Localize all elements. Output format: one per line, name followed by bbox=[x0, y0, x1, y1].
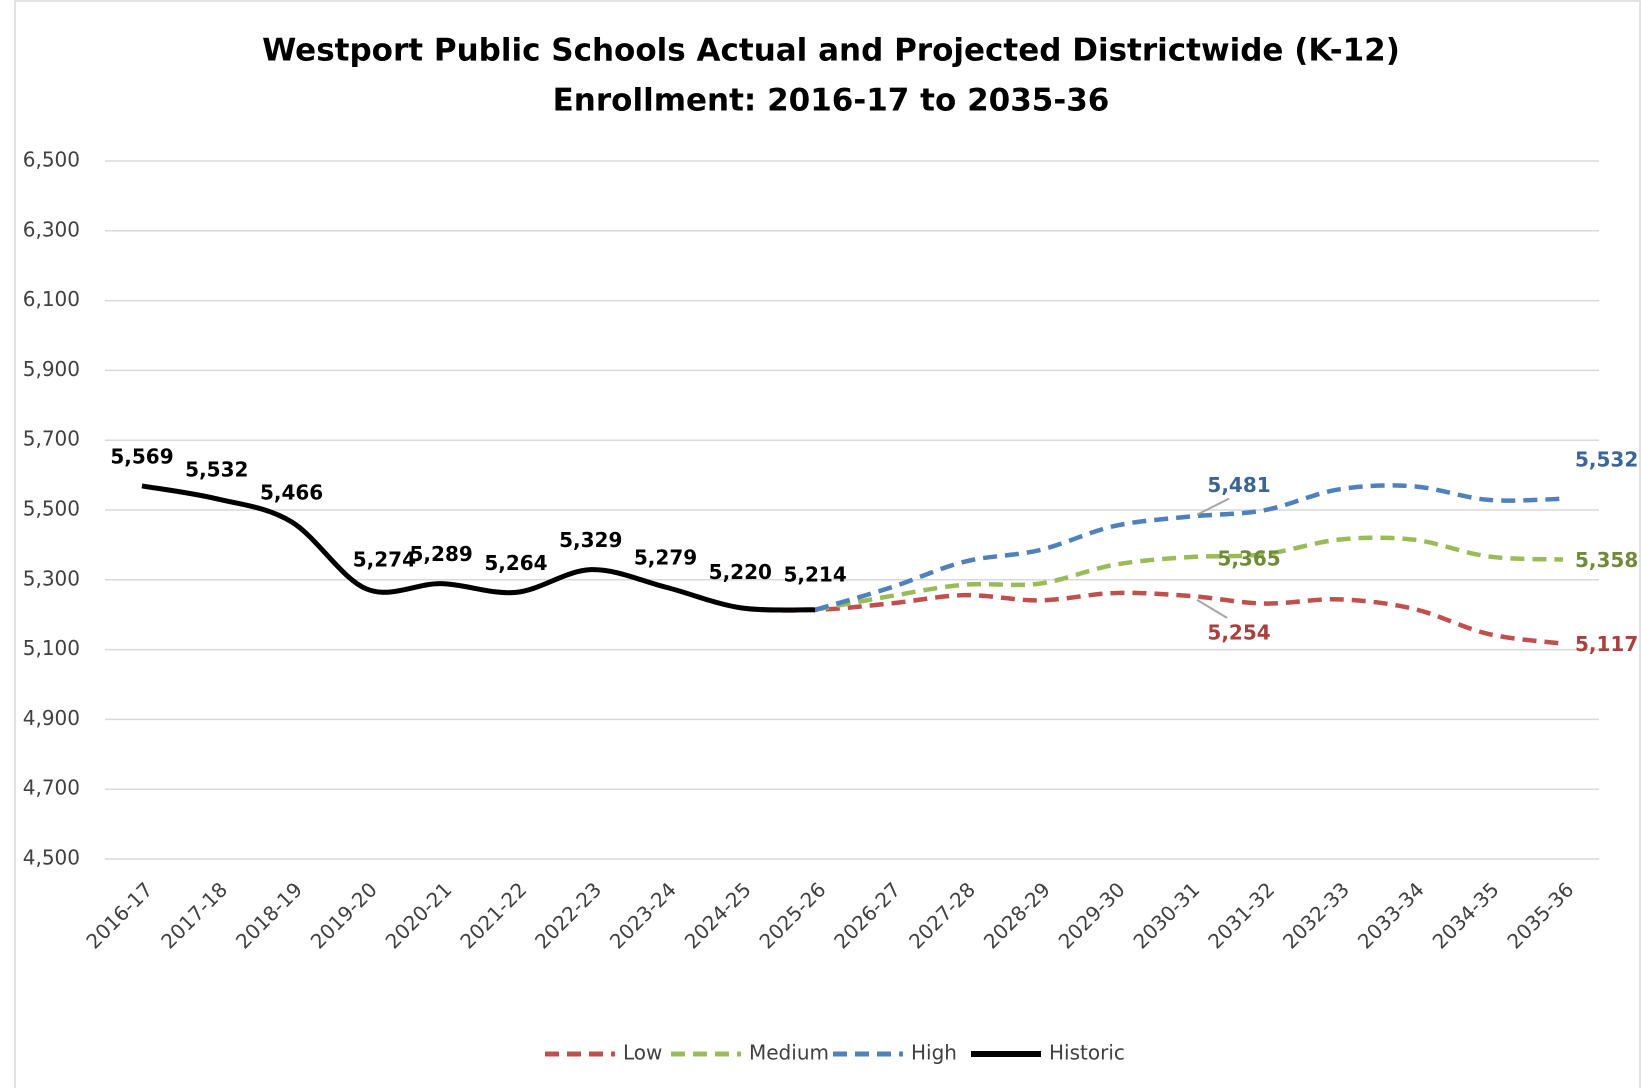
data-label: 5,264 bbox=[484, 551, 547, 575]
x-tick-label: 2028-29 bbox=[979, 877, 1055, 953]
x-tick-label: 2025-26 bbox=[754, 877, 830, 953]
legend-label: Historic bbox=[1049, 1041, 1125, 1065]
y-tick-label: 5,500 bbox=[23, 497, 80, 521]
x-tick-label: 2033-34 bbox=[1353, 877, 1429, 953]
chart-title: Westport Public Schools Actual and Proje… bbox=[262, 33, 1400, 69]
y-tick-label: 4,900 bbox=[23, 706, 80, 730]
data-label: 5,532 bbox=[185, 457, 248, 481]
data-label: 5,329 bbox=[559, 528, 622, 552]
y-tick-label: 4,700 bbox=[23, 776, 80, 800]
x-tick-label: 2024-25 bbox=[680, 877, 756, 953]
data-label: 5,117 bbox=[1575, 632, 1638, 656]
chart-title: Enrollment: 2016-17 to 2035-36 bbox=[553, 83, 1110, 119]
x-tick-label: 2027-28 bbox=[904, 877, 980, 953]
x-tick-label: 2026-27 bbox=[829, 877, 905, 953]
y-tick-label: 5,300 bbox=[23, 566, 80, 590]
data-label: 5,532 bbox=[1575, 447, 1638, 471]
series-line bbox=[814, 535, 1564, 613]
x-tick-label: 2034-35 bbox=[1428, 877, 1504, 953]
y-tick-label: 5,900 bbox=[23, 357, 80, 381]
x-tick-label: 2020-21 bbox=[381, 877, 457, 953]
legend-label: High bbox=[911, 1041, 957, 1065]
x-tick-label: 2018-19 bbox=[231, 877, 307, 953]
leader-line bbox=[1196, 497, 1230, 516]
data-label: 5,220 bbox=[709, 560, 772, 584]
x-tick-label: 2030-31 bbox=[1128, 877, 1204, 953]
x-tick-label: 2035-36 bbox=[1502, 877, 1578, 953]
data-label: 5,274 bbox=[353, 547, 416, 571]
chart-border bbox=[14, 0, 1641, 1088]
x-tick-label: 2032-33 bbox=[1278, 877, 1354, 953]
series-line bbox=[141, 483, 816, 613]
legend-label: Low bbox=[623, 1041, 662, 1065]
data-label: 5,365 bbox=[1217, 547, 1280, 571]
series-line bbox=[814, 483, 1564, 612]
x-tick-label: 2029-30 bbox=[1054, 877, 1130, 953]
data-label: 5,279 bbox=[634, 546, 697, 570]
legend-label: Medium bbox=[749, 1041, 829, 1065]
x-tick-label: 2019-20 bbox=[306, 877, 382, 953]
y-tick-label: 4,500 bbox=[23, 846, 80, 870]
y-tick-label: 5,700 bbox=[23, 427, 80, 451]
x-tick-label: 2022-23 bbox=[530, 877, 606, 953]
data-label: 5,569 bbox=[110, 444, 173, 468]
data-label: 5,481 bbox=[1207, 473, 1270, 497]
x-tick-label: 2023-24 bbox=[605, 877, 681, 953]
data-label: 5,466 bbox=[260, 480, 323, 504]
data-label: 5,214 bbox=[783, 562, 846, 586]
y-tick-label: 6,100 bbox=[23, 287, 80, 311]
x-tick-label: 2017-18 bbox=[156, 877, 232, 953]
y-tick-label: 6,300 bbox=[23, 217, 80, 241]
data-label: 5,289 bbox=[410, 542, 473, 566]
y-tick-label: 6,500 bbox=[23, 148, 80, 172]
data-label: 5,254 bbox=[1207, 620, 1270, 644]
x-tick-label: 2031-32 bbox=[1203, 877, 1279, 953]
leader-line bbox=[1196, 598, 1228, 619]
y-tick-label: 5,100 bbox=[23, 636, 80, 660]
data-label: 5,358 bbox=[1575, 548, 1638, 572]
x-tick-label: 2021-22 bbox=[455, 877, 531, 953]
x-tick-label: 2016-17 bbox=[81, 877, 157, 953]
